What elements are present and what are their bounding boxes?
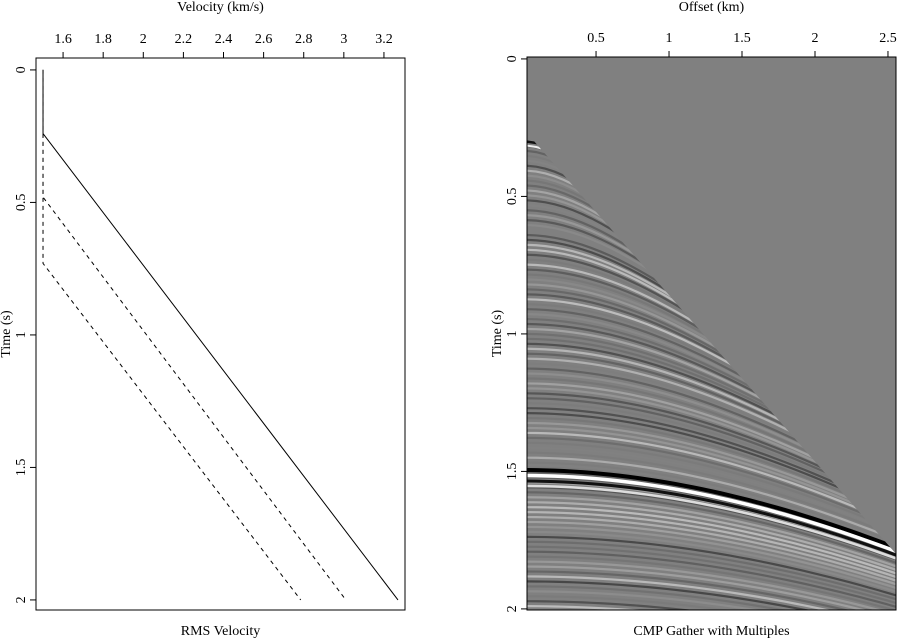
seismic-event	[527, 416, 896, 518]
seismic-event	[527, 595, 896, 610]
x-tick-label: 3.2	[375, 32, 393, 47]
x-tick-label: 2.5	[879, 31, 897, 46]
seismic-event	[527, 441, 896, 532]
y-tick-label: 2	[14, 596, 29, 603]
plot-frame	[35, 57, 406, 611]
velocity-line	[42, 69, 347, 601]
seismic-event	[527, 496, 896, 568]
y-tick-label: 1	[505, 330, 520, 337]
seismic-event	[527, 555, 896, 610]
x-tick-label: 0.5	[587, 31, 605, 46]
x-tick-label: 1.5	[733, 31, 751, 46]
seismic-event	[527, 501, 896, 571]
seismic-event	[527, 511, 896, 578]
seismic-event	[527, 421, 896, 520]
x-tick-label: 2.2	[175, 32, 193, 47]
y-tick-label: 0	[14, 66, 29, 73]
x-axis-label: Offset (km)	[679, 0, 745, 15]
y-tick-label: 0.5	[14, 194, 29, 212]
seismic-event	[527, 580, 896, 610]
seismic-event	[527, 451, 896, 538]
x-tick-label: 1.6	[54, 32, 72, 47]
x-tick-label: 3	[340, 32, 347, 47]
seismic-event	[527, 436, 896, 529]
seismic-event	[527, 530, 896, 593]
seismic-event	[527, 520, 896, 586]
y-tick-label: 1.5	[505, 463, 520, 481]
seismic-event	[527, 565, 896, 610]
seismic-event	[527, 412, 896, 515]
y-tick-label: 1.5	[14, 459, 29, 477]
panel: 1.6 1.8 2 2.2 2.4 2.6 2.8 3 3.2 0 0.5 1 1.5 2 Velocity…	[0, 0, 406, 639]
x-tick-label: 2	[140, 32, 147, 47]
x-axis-label: Velocity (km/s)	[177, 0, 264, 15]
seismic-event	[527, 560, 896, 610]
seismic-event	[527, 431, 896, 526]
seismic-event	[527, 585, 896, 610]
panel-title: RMS Velocity	[181, 624, 260, 639]
seismic-event	[527, 473, 896, 553]
seismic-event	[527, 484, 896, 560]
seismic-event	[527, 590, 896, 610]
panel: 0.5 1 1.5 2 2.5 0 0.5 1 1.5 2 Offset (km) Time (s) C…	[490, 0, 897, 639]
gather-background	[527, 57, 896, 610]
seismic-event	[527, 446, 896, 535]
seismic-event	[527, 545, 896, 605]
x-tick-label: 2.6	[255, 32, 273, 47]
y-tick-label: 0	[505, 55, 520, 62]
x-tick-label: 2.4	[215, 32, 233, 47]
seismic-event	[527, 491, 896, 564]
seismic-event	[527, 426, 896, 523]
seismic-event	[527, 550, 896, 608]
seismic-event	[527, 461, 896, 544]
velocity-line	[42, 69, 302, 601]
seismic-event	[527, 468, 896, 550]
x-tick-label: 2	[811, 31, 818, 46]
seismic-event	[527, 525, 896, 589]
velocity-line	[42, 69, 399, 601]
seismic-event	[527, 570, 896, 610]
x-tick-label: 2.8	[295, 32, 313, 47]
x-tick-label: 1.8	[94, 32, 112, 47]
seismic-event	[527, 605, 896, 610]
y-axis-label: Time (s)	[490, 310, 505, 358]
seismic-event	[527, 479, 896, 557]
x-tick-label: 1	[666, 31, 673, 46]
seismic-event	[527, 600, 896, 610]
seismic-event	[527, 515, 896, 582]
panel-title: CMP Gather with Multiples	[633, 624, 789, 639]
y-axis-label: Time (s)	[0, 310, 14, 358]
y-tick-label: 2	[505, 605, 520, 612]
seismic-event	[527, 506, 896, 575]
y-tick-label: 0.5	[505, 188, 520, 206]
seismic-event	[527, 456, 896, 541]
y-tick-label: 1	[14, 331, 29, 338]
seismic-event	[527, 575, 896, 610]
seismic-event	[527, 535, 896, 597]
seismic-event	[527, 540, 896, 601]
